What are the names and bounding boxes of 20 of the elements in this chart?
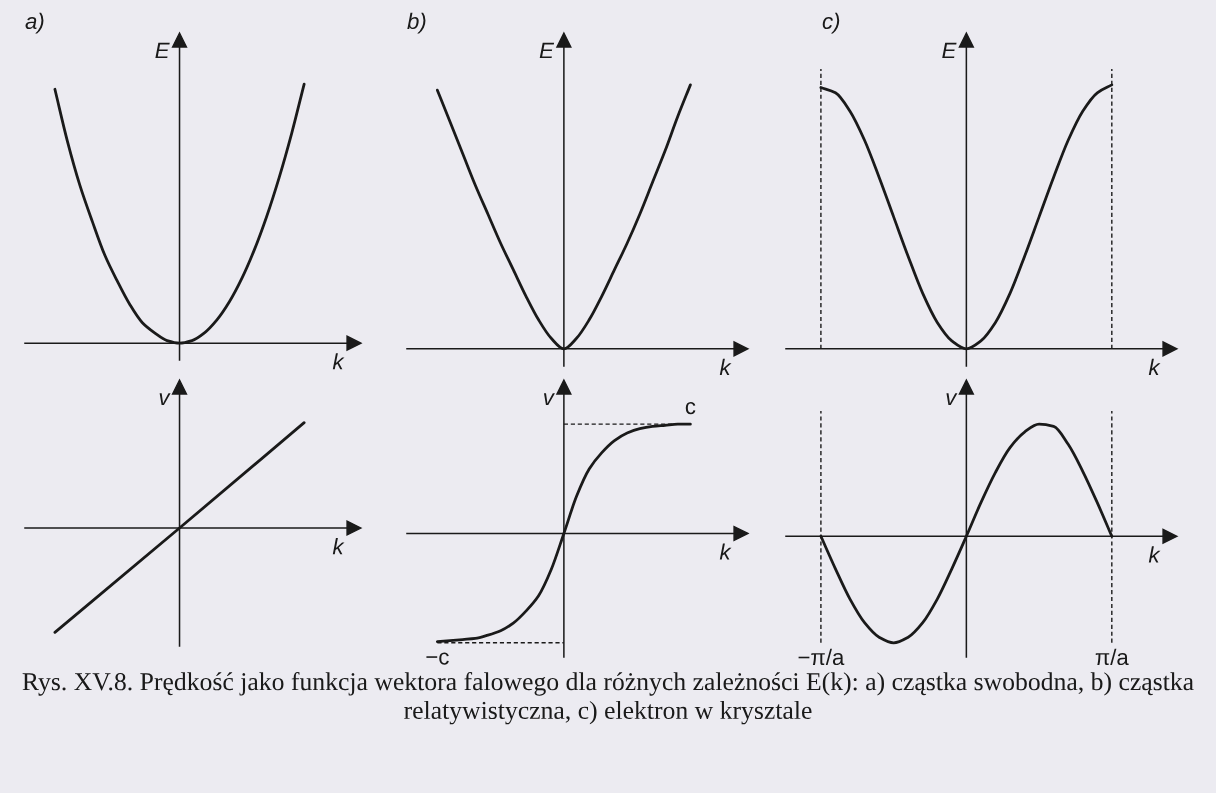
x-tick-label: π/a xyxy=(1095,648,1129,666)
ref-line-label: −c xyxy=(426,652,449,665)
chart-title: b) xyxy=(407,12,426,34)
ref-line-label: c xyxy=(685,402,696,415)
y-axis-title: v xyxy=(159,393,171,406)
chart-title: a) xyxy=(25,12,44,34)
y-axis-title: v xyxy=(543,393,555,406)
y-axis-title: v xyxy=(946,393,958,406)
x-tick-label: −π/a xyxy=(798,648,845,666)
y-axis-title: E xyxy=(539,42,555,59)
x-axis-title: k xyxy=(1148,546,1161,563)
text: Rys. XV.8. Prędkość jako funkcja wektora falowego dla różnych zależności E(k): a) cząstka swobodna, b) cząstka relatywistyczna, c) elektron w krysztale xyxy=(22,672,1194,725)
x-axis-title: k xyxy=(332,353,345,370)
x-axis-title: k xyxy=(332,538,345,555)
y-axis-title: E xyxy=(942,42,957,59)
chart-title: c) xyxy=(822,12,840,34)
x-axis-title: k xyxy=(719,358,732,375)
x-axis-title: k xyxy=(1148,358,1161,375)
x-axis-title: k xyxy=(719,543,732,560)
y-axis-title: E xyxy=(155,42,170,59)
